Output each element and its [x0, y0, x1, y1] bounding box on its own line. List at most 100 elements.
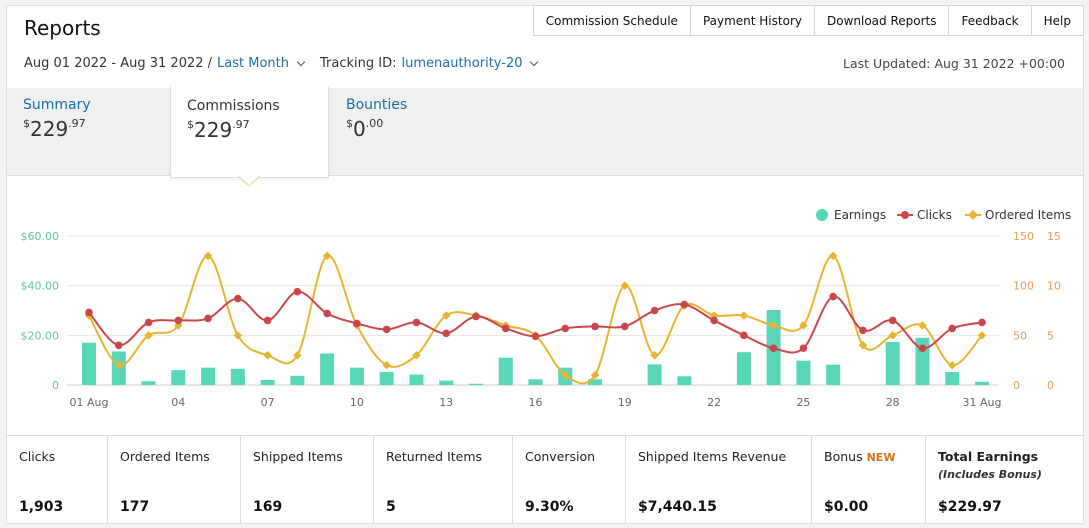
earnings-bar: [677, 376, 692, 385]
tab-label: Commissions: [187, 98, 280, 114]
tab-label: Bounties: [346, 97, 408, 113]
earnings-bar: [171, 370, 186, 385]
ordered-items-point: [888, 331, 897, 340]
earnings-bar: [409, 374, 424, 385]
ordered-items-point: [739, 311, 749, 320]
clicks-point: [680, 300, 689, 309]
clicks-point: [531, 332, 540, 341]
clicks-point: [144, 318, 153, 327]
x-tick-label: 10: [350, 396, 364, 409]
top-nav: Commission Schedule Payment History Down…: [532, 5, 1084, 36]
y-ordered-tick-label: 15: [1047, 230, 1061, 243]
earnings-bar: [230, 368, 245, 385]
earnings-bar: [201, 367, 216, 385]
y-ordered-tick-label: 0: [1047, 379, 1054, 392]
earnings-bar: [439, 380, 454, 385]
stat-total-earnings: Total Earnings (Includes Bonus) $229.97: [938, 449, 1042, 515]
earnings-bar: [528, 379, 543, 385]
ordered-items-point: [947, 360, 957, 370]
y-left-tick-label: $40.00: [21, 280, 60, 293]
stat-shipped-items: Shipped Items 169: [241, 436, 374, 523]
clicks-point: [85, 308, 93, 317]
ordered-items-point: [322, 251, 332, 261]
clicks-point: [353, 319, 361, 328]
clicks-point: [621, 322, 629, 331]
feedback-button[interactable]: Feedback: [949, 5, 1032, 36]
clicks-point: [263, 316, 272, 325]
tracking-label: Tracking ID:: [320, 56, 397, 71]
stat-clicks: Clicks 1,903: [7, 436, 108, 523]
earnings-bar: [498, 357, 513, 385]
ordered-items-point: [382, 360, 391, 370]
clicks-point: [561, 324, 570, 333]
clicks-point: [918, 344, 927, 353]
stat-ordered-items: Ordered Items 177: [108, 436, 241, 523]
commission-schedule-button[interactable]: Commission Schedule: [532, 5, 691, 36]
chevron-down-icon[interactable]: [530, 57, 539, 67]
tab-amount: $0.00: [346, 117, 384, 141]
clicks-point: [501, 324, 510, 333]
clicks-point: [382, 325, 391, 334]
clicks-point: [442, 329, 451, 338]
tabs-band: Summary $229.97 Commissions $229.97 Boun…: [7, 86, 1083, 178]
y-left-tick-label: $60.00: [21, 230, 60, 243]
tracking-id-dropdown[interactable]: lumenauthority-20: [401, 56, 523, 71]
clicks-point: [859, 326, 867, 335]
tab-bounties[interactable]: Bounties $0.00: [330, 88, 510, 176]
clicks-point: [293, 287, 302, 296]
earnings-bar: [82, 342, 96, 385]
legend-earnings-icon: [816, 209, 828, 221]
filter-row: Aug 01 2022 - Aug 31 2022 / Last Month T…: [24, 56, 549, 71]
ordered-items-point: [769, 321, 778, 330]
y-left-tick-label: $20.00: [21, 329, 60, 342]
x-tick-label: 07: [261, 396, 275, 409]
earnings-bar: [975, 381, 989, 385]
legend-clicks-icon: [901, 211, 909, 219]
earnings-bar: [588, 379, 603, 385]
stat-conversion: Conversion 9.30%: [513, 436, 626, 523]
y-clicks-tick-label: 100: [1013, 280, 1034, 293]
help-button[interactable]: Help: [1031, 5, 1084, 36]
active-tab-pointer-icon: [238, 176, 260, 187]
clicks-point: [710, 316, 718, 325]
earnings-bar: [796, 360, 811, 385]
ordered-items-point: [441, 311, 451, 320]
clicks-point: [769, 344, 778, 353]
tab-amount: $229.97: [187, 118, 250, 142]
earnings-bar: [320, 353, 335, 385]
chevron-down-icon[interactable]: [296, 57, 306, 67]
ordered-items-point: [293, 350, 302, 360]
clicks-point: [650, 306, 659, 315]
payment-history-button[interactable]: Payment History: [690, 5, 815, 36]
legend-ordered-icon: [968, 210, 978, 220]
tab-commissions[interactable]: Commissions $229.97: [170, 86, 329, 178]
y-ordered-tick-label: 10: [1047, 280, 1061, 293]
earnings-bar: [290, 375, 305, 385]
stats-bar: Clicks 1,903 Ordered Items 177 Shipped I…: [7, 435, 1083, 523]
x-tick-label: 31 Aug: [963, 396, 1002, 409]
ordered-items-point: [203, 251, 213, 261]
clicks-point: [591, 322, 599, 331]
clicks-point: [174, 316, 183, 325]
ordered-items-point: [144, 331, 153, 340]
tab-summary[interactable]: Summary $229.97: [7, 88, 170, 176]
earnings-bar: [945, 372, 960, 385]
ordered-items-point: [114, 360, 124, 370]
x-tick-label: 22: [707, 396, 721, 409]
x-tick-label: 16: [529, 396, 543, 409]
earnings-bar: [736, 352, 751, 385]
y-clicks-tick-label: 50: [1013, 329, 1027, 342]
clicks-point: [888, 316, 897, 325]
download-reports-button[interactable]: Download Reports: [814, 5, 950, 36]
page-title: Reports: [24, 16, 101, 40]
new-badge: NEW: [866, 451, 896, 464]
earnings-bar: [468, 383, 483, 385]
y-clicks-tick-label: 150: [1013, 230, 1034, 243]
y-ordered-tick-label: 5: [1047, 329, 1054, 342]
ordered-items-line: [88, 254, 983, 385]
period-dropdown[interactable]: Last Month: [217, 56, 289, 71]
earnings-bar: [141, 381, 156, 385]
y-clicks-tick-label: 0: [1013, 379, 1020, 392]
x-tick-label: 01 Aug: [70, 396, 109, 409]
clicks-point: [740, 331, 748, 340]
